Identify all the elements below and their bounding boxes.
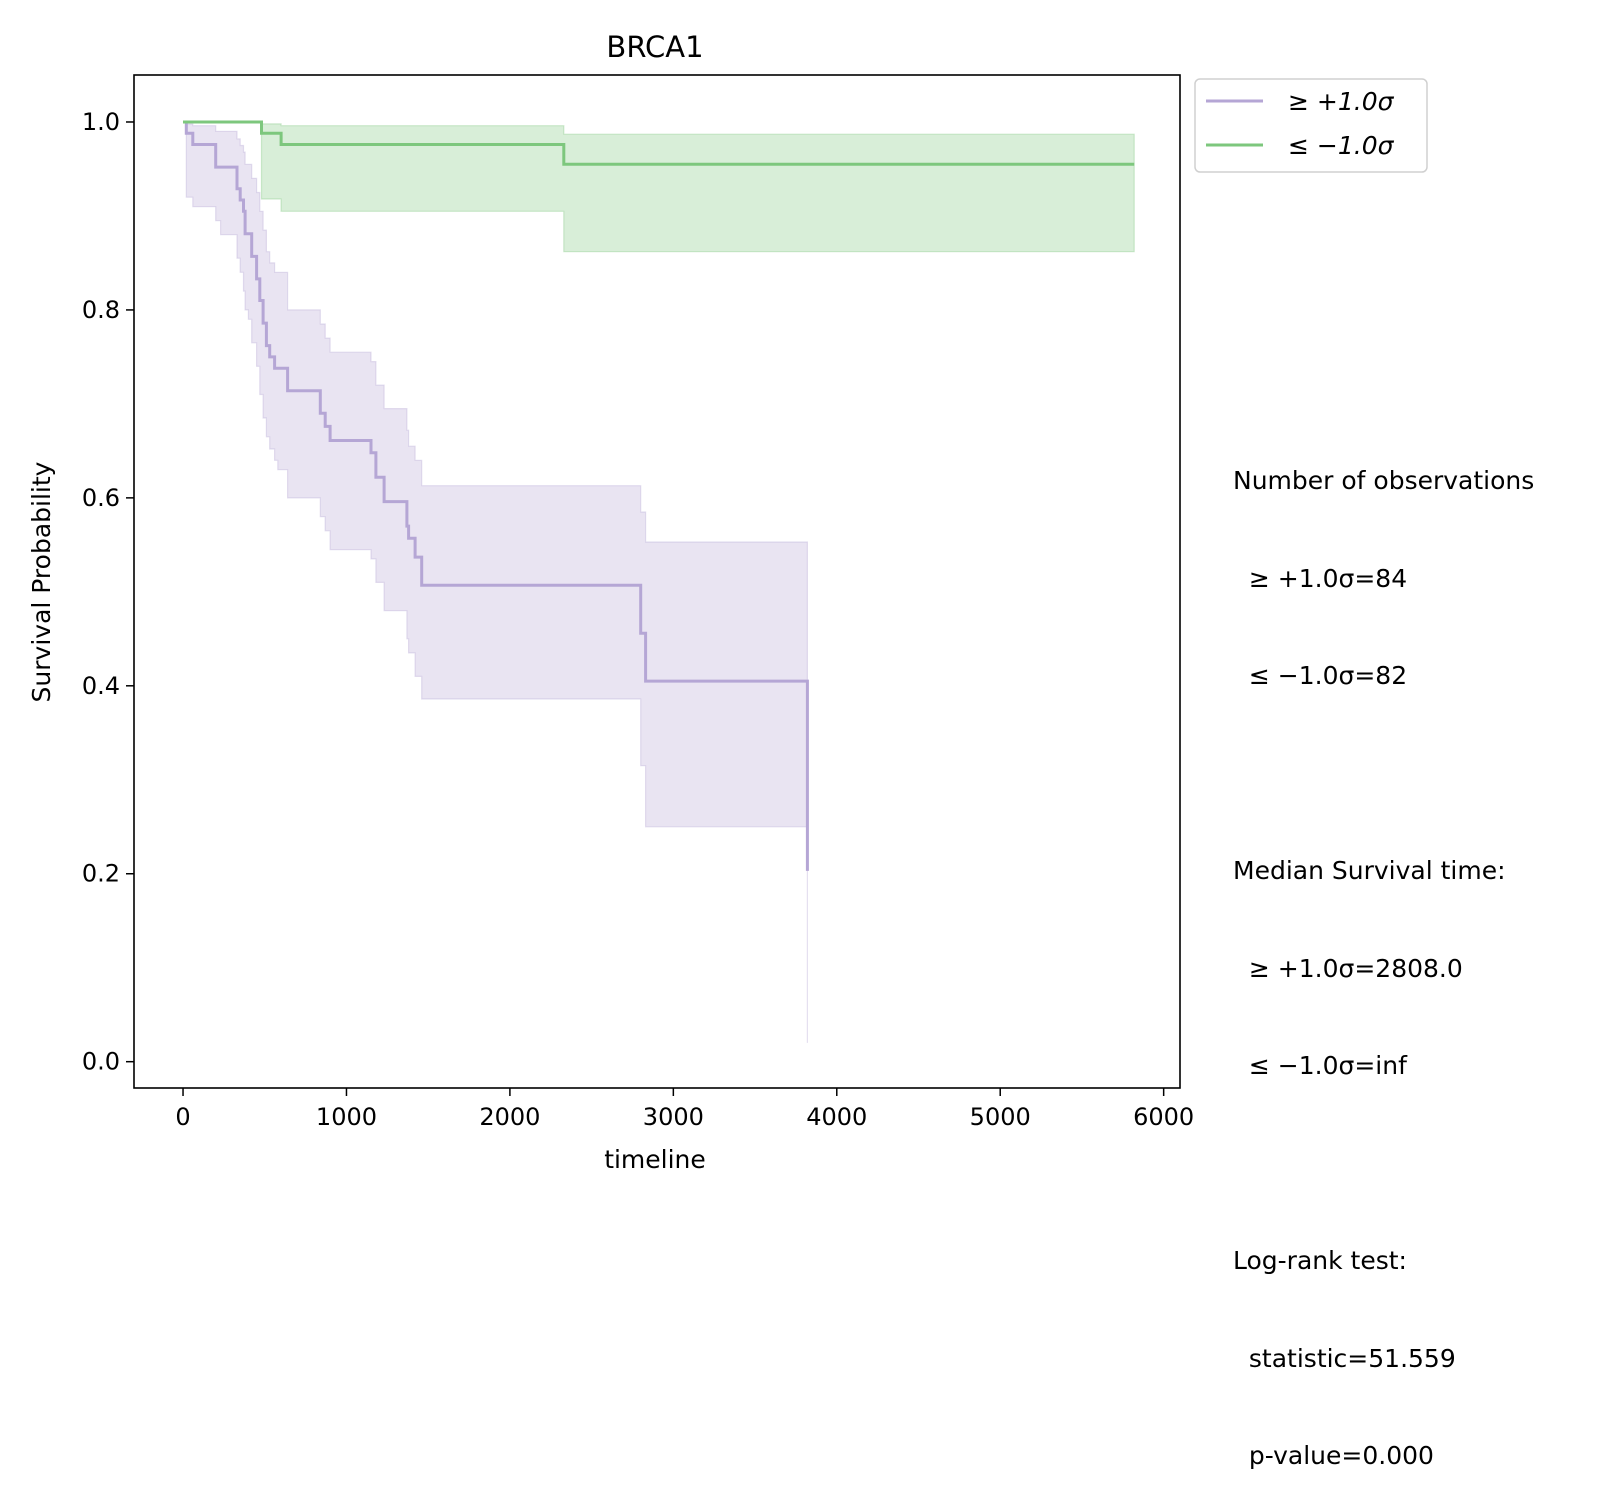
logrank-heading: Log-rank test: [1233, 1246, 1407, 1275]
survival-lines [183, 120, 1135, 871]
y-axis-label: Survival Probability [27, 461, 56, 702]
median-high: ≥ +1.0σ=2808.0 [1233, 953, 1463, 983]
x-tick-label: 5000 [970, 1103, 1031, 1131]
y-tick-label: 0.2 [82, 860, 120, 888]
y-axis-ticks: 0.0 0.2 0.4 0.6 0.8 1.0 [82, 108, 134, 1076]
x-tick-label: 4000 [806, 1103, 867, 1131]
y-tick-label: 0.8 [82, 296, 120, 324]
y-tick-label: 0.6 [82, 484, 120, 512]
plot-frame [133, 74, 1181, 1089]
survival-line-low [183, 120, 1135, 166]
y-tick-label: 0.4 [82, 672, 120, 700]
x-tick-label: 3000 [643, 1103, 704, 1131]
ci-band-low [183, 121, 1135, 253]
median-low: ≤ −1.0σ=inf [1233, 1051, 1407, 1080]
observations-low: ≤ −1.0σ=82 [1233, 661, 1408, 690]
x-tick-label: 6000 [1133, 1103, 1194, 1131]
y-tick-label: 1.0 [82, 108, 120, 136]
observations-heading: Number of observations [1233, 466, 1535, 495]
stats-annotation: Number of observations ≥ +1.0σ=84 ≤ −1.0… [1233, 400, 1534, 1505]
chart-title: BRCA1 [606, 30, 703, 64]
x-axis-ticks: 0 1000 2000 3000 4000 5000 6000 [175, 1088, 1194, 1131]
survival-chart: 0 1000 2000 3000 4000 5000 6000 0.00.20.40.60.… [27, 30, 1428, 1174]
x-tick-label: 2000 [479, 1103, 540, 1131]
x-tick-label: 0 [175, 1103, 190, 1131]
legend-label-low: ≤ −1.0σ [1288, 131, 1395, 160]
legend: ≥ +1.0σ ≤ −1.0σ [1194, 78, 1428, 173]
x-tick-label: 1000 [316, 1103, 377, 1131]
ci-band-high [183, 121, 809, 1043]
y-tick-label: 0.0 [82, 1048, 120, 1076]
legend-label-high: ≥ +1.0σ [1288, 87, 1395, 116]
survival-line-high [183, 120, 809, 871]
median-heading: Median Survival time: [1233, 856, 1506, 885]
confidence-bands [183, 121, 1135, 1043]
x-axis-label: timeline [604, 1145, 706, 1174]
logrank-pvalue: p-value=0.000 [1233, 1441, 1434, 1470]
observations-high: ≥ +1.0σ=84 [1233, 563, 1408, 593]
logrank-statistic: statistic=51.559 [1233, 1343, 1456, 1373]
